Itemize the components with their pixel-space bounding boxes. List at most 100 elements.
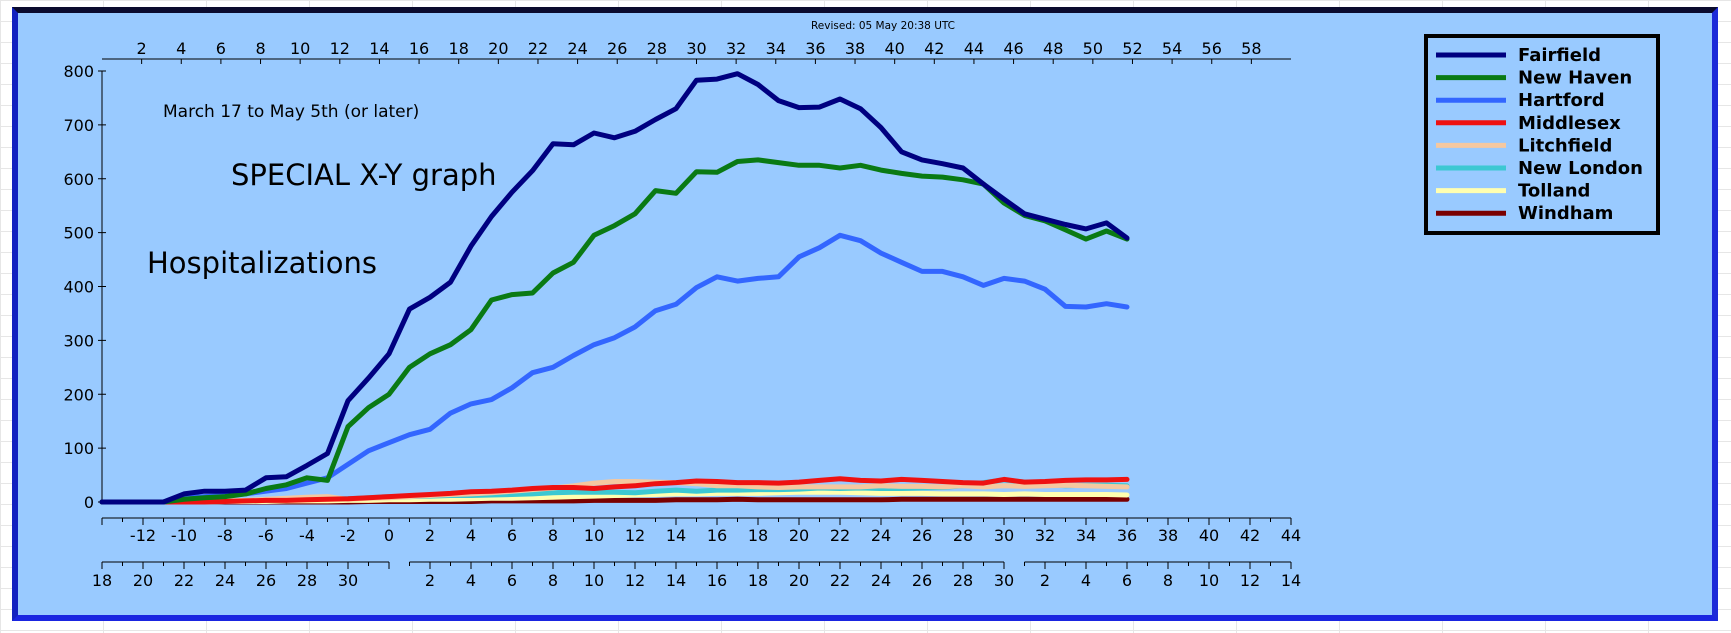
x-tick-label: 18 [748, 526, 768, 545]
x-tick-label: 34 [1076, 526, 1096, 545]
y-tick-label: 600 [63, 170, 94, 189]
x-tick-label: 38 [1158, 526, 1178, 545]
april-date-label: 20 [789, 571, 809, 590]
april-date-label: 28 [953, 571, 973, 590]
april-date-label: 30 [994, 571, 1014, 590]
x-tick-label: 20 [789, 526, 809, 545]
series-line-new-haven [99, 157, 1130, 505]
x-tick-label: -8 [217, 526, 233, 545]
y-tick-label: 500 [63, 224, 94, 243]
top-axis-label: 18 [449, 39, 469, 58]
y-tick-label: 0 [84, 493, 94, 512]
top-axis-label: 20 [488, 39, 508, 58]
series-line-fairfield [99, 71, 1130, 505]
x-tick-label: -6 [258, 526, 274, 545]
top-axis-label: 32 [726, 39, 746, 58]
legend-label-hartford: Hartford [1518, 90, 1605, 111]
top-axis-label: 56 [1202, 39, 1222, 58]
x-tick-label: 28 [953, 526, 973, 545]
may-date-label: 12 [1240, 571, 1260, 590]
legend-label-middlesex: Middlesex [1518, 113, 1621, 134]
x-tick-label: -12 [130, 526, 156, 545]
top-axis-label: 38 [845, 39, 865, 58]
y-tick-label: 400 [63, 278, 94, 297]
top-axis-label: 46 [1003, 39, 1023, 58]
top-axis-label: 48 [1043, 39, 1063, 58]
may-date-label: 6 [1122, 571, 1132, 590]
legend-label-windham: Windham [1518, 203, 1613, 224]
x-tick-label: 0 [384, 526, 394, 545]
x-tick-label: 32 [1035, 526, 1055, 545]
x-tick-label: 12 [625, 526, 645, 545]
x-tick-label: 36 [1117, 526, 1137, 545]
y-tick-label: 800 [63, 62, 94, 81]
x-tick-label: 6 [507, 526, 517, 545]
march-date-label: 20 [133, 571, 153, 590]
x-tick-label: 24 [871, 526, 891, 545]
x-tick-label: 16 [707, 526, 727, 545]
x-tick-label: -10 [171, 526, 197, 545]
may-date-label: 8 [1163, 571, 1173, 590]
april-date-label: 18 [748, 571, 768, 590]
x-tick-label: 14 [666, 526, 686, 545]
x-tick-label: 22 [830, 526, 850, 545]
may-date-label: 4 [1081, 571, 1091, 590]
top-axis-label: 10 [290, 39, 310, 58]
y-tick-label: 300 [63, 331, 94, 350]
top-axis-label: 6 [216, 39, 226, 58]
top-axis-label: 16 [409, 39, 429, 58]
april-date-label: 12 [625, 571, 645, 590]
chart-frame: Revised: 05 May 20:38 UTC March 17 to Ma… [12, 7, 1718, 621]
x-tick-label: 4 [466, 526, 476, 545]
x-tick-label: -2 [340, 526, 356, 545]
revised-label: Revised: 05 May 20:38 UTC [811, 20, 955, 32]
top-axis-label: 44 [964, 39, 984, 58]
legend-label-fairfield: Fairfield [1518, 45, 1601, 66]
march-date-label: 30 [338, 571, 358, 590]
legend-label-new-haven: New Haven [1518, 68, 1632, 89]
y-tick-label: 200 [63, 385, 94, 404]
may-date-label: 10 [1199, 571, 1219, 590]
hospitalizations-chart: Revised: 05 May 20:38 UTC March 17 to Ma… [63, 20, 1660, 590]
top-axis-label: 22 [528, 39, 548, 58]
x-tick-label: -4 [299, 526, 315, 545]
top-axis-label: 4 [176, 39, 186, 58]
series-line-middlesex [99, 476, 1130, 505]
april-date-label: 22 [830, 571, 850, 590]
march-date-label: 22 [174, 571, 194, 590]
x-tick-label: 44 [1281, 526, 1301, 545]
april-date-label: 4 [466, 571, 476, 590]
april-date-label: 16 [707, 571, 727, 590]
x-tick-label: 40 [1199, 526, 1219, 545]
y-tick-label: 700 [63, 116, 94, 135]
march-date-label: 28 [297, 571, 317, 590]
may-date-label: 2 [1040, 571, 1050, 590]
top-axis-label: 40 [884, 39, 904, 58]
legend-label-tolland: Tolland [1518, 181, 1590, 202]
top-axis-label: 30 [686, 39, 706, 58]
metric-annotation: Hospitalizations [147, 246, 377, 280]
top-axis-label: 26 [607, 39, 627, 58]
legend-box [1424, 34, 1660, 235]
date-range-annotation: March 17 to May 5th (or later) [163, 102, 419, 122]
april-date-label: 10 [584, 571, 604, 590]
top-axis-label: 36 [805, 39, 825, 58]
special-graph-annotation: SPECIAL X-Y graph [231, 158, 497, 192]
april-date-label: 24 [871, 571, 891, 590]
x-tick-label: 8 [548, 526, 558, 545]
top-axis-label: 8 [255, 39, 265, 58]
y-tick-label: 100 [63, 439, 94, 458]
top-axis-label: 12 [330, 39, 350, 58]
top-axis-label: 34 [766, 39, 786, 58]
top-axis-label: 42 [924, 39, 944, 58]
top-axis-label: 2 [137, 39, 147, 58]
top-axis-label: 54 [1162, 39, 1182, 58]
x-tick-label: 10 [584, 526, 604, 545]
top-axis-label: 52 [1122, 39, 1142, 58]
series-line-hartford [99, 232, 1130, 505]
april-date-label: 2 [425, 571, 435, 590]
march-date-label: 26 [256, 571, 276, 590]
april-date-label: 14 [666, 571, 686, 590]
